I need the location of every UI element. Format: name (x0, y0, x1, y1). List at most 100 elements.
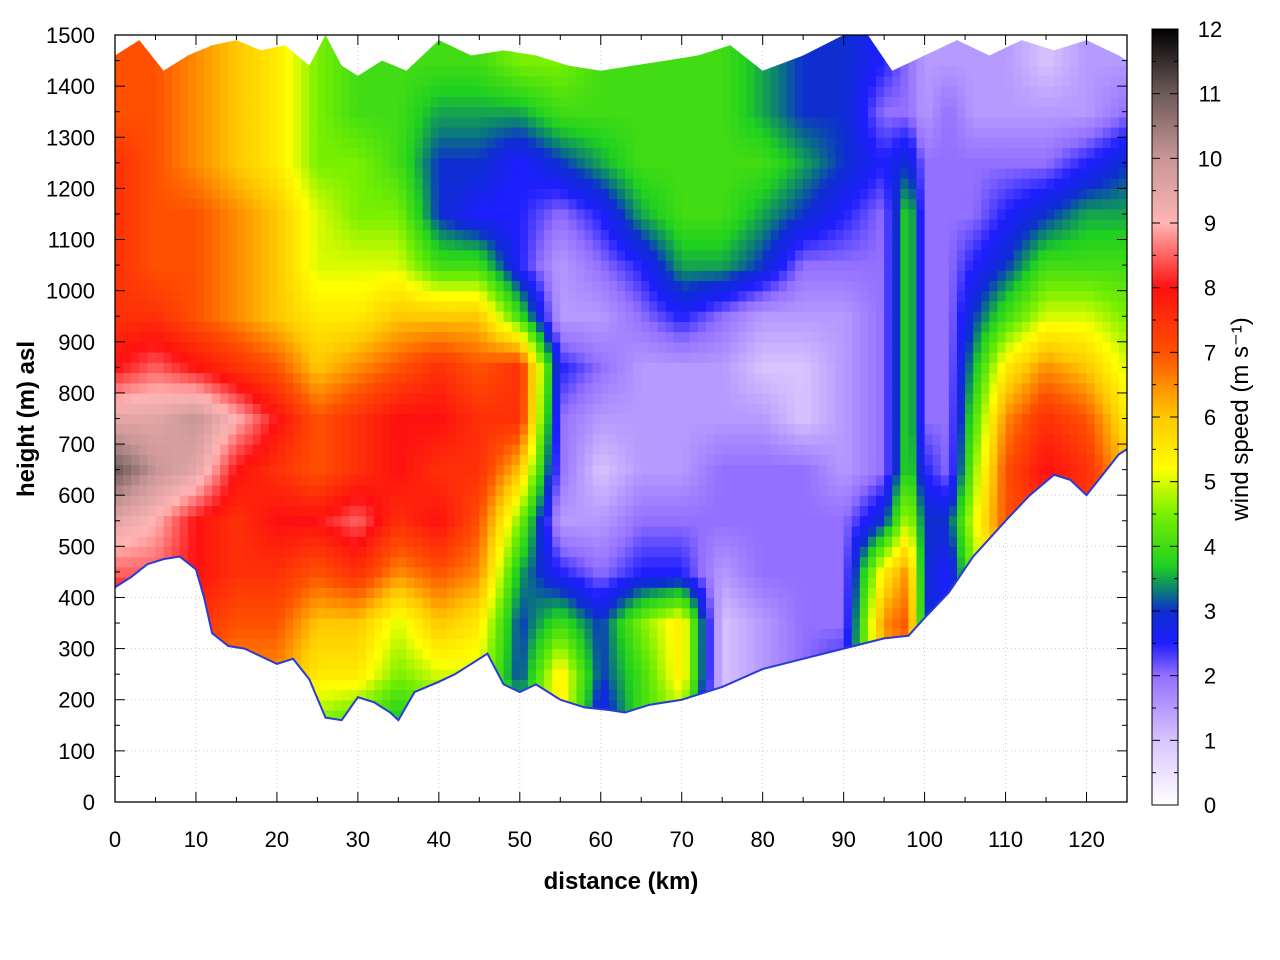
heat-cell (697, 392, 707, 404)
heat-cell (115, 546, 124, 558)
heat-cell (293, 495, 302, 507)
heat-cell (511, 546, 521, 558)
heat-cell (657, 362, 667, 374)
heat-cell (276, 219, 286, 230)
heat-cell (608, 352, 618, 363)
heat-cell (511, 484, 521, 496)
heat-cell (406, 628, 416, 639)
heat-cell (616, 127, 626, 138)
heat-cell (689, 444, 699, 455)
heat-cell (374, 219, 383, 230)
heat-cell (568, 331, 578, 343)
heat-cell (592, 679, 602, 691)
heat-cell (349, 127, 359, 138)
heat-cell (341, 546, 351, 558)
heat-cell (147, 444, 157, 455)
heat-cell (519, 577, 529, 588)
heat-cell (341, 280, 351, 292)
heat-cell (463, 607, 472, 619)
heat-cell (187, 300, 197, 312)
heat-cell (390, 423, 399, 435)
heat-cell (576, 464, 586, 476)
heat-cell (665, 352, 675, 363)
heat-cell (268, 106, 278, 118)
heat-cell (487, 167, 497, 179)
heat-cell (276, 577, 286, 588)
heat-cell (560, 546, 569, 558)
heat-cell (552, 607, 561, 619)
heat-cell (568, 311, 578, 322)
heat-cell (641, 505, 650, 517)
heat-cell (163, 219, 173, 230)
heat-cell (414, 628, 424, 639)
heat-cell (576, 321, 586, 333)
heat-cell (511, 587, 521, 599)
heat-cell (115, 96, 124, 108)
heat-cell (560, 607, 569, 619)
heat-cell (179, 362, 189, 374)
heat-cell (268, 208, 278, 220)
heat-cell (171, 127, 181, 138)
heat-cell (268, 321, 278, 333)
heat-cell (552, 454, 561, 466)
heat-cell (236, 259, 246, 271)
heat-cell (260, 433, 270, 445)
heat-cell (430, 178, 440, 189)
heat-cell (357, 577, 367, 588)
heat-cell (697, 433, 707, 445)
heat-cell (681, 638, 691, 650)
heat-cell (584, 331, 594, 343)
heat-cell (697, 597, 707, 609)
heat-cell (374, 65, 383, 77)
heat-cell (422, 270, 432, 282)
heat-cell (325, 423, 335, 435)
heat-cell (228, 617, 238, 629)
heat-cell (163, 515, 173, 527)
heat-cell (382, 566, 391, 578)
heat-cell (139, 362, 148, 374)
heat-cell (649, 628, 659, 639)
heat-cell (584, 587, 594, 599)
heat-cell (552, 127, 561, 138)
heat-cell (527, 311, 537, 322)
heat-cell (503, 239, 513, 251)
heat-cell (487, 648, 497, 660)
heat-cell (349, 86, 359, 97)
heat-cell (689, 300, 699, 312)
heat-cell (123, 75, 132, 87)
heat-cell (560, 86, 569, 97)
heat-cell (471, 352, 480, 363)
heat-cell (155, 219, 165, 230)
heat-cell (212, 55, 221, 67)
heat-cell (309, 474, 318, 486)
heat-cell (641, 669, 650, 680)
heat-cell (357, 556, 367, 568)
heat-cell (584, 403, 594, 414)
heat-cell (544, 464, 553, 476)
heat-cell (147, 96, 157, 108)
heat-cell (544, 587, 553, 599)
heat-cell (584, 679, 594, 691)
heat-cell (349, 597, 359, 609)
heat-cell (187, 137, 197, 149)
heat-cell (212, 597, 221, 609)
heat-cell (301, 116, 310, 128)
heat-cell (398, 198, 408, 210)
heat-cell (115, 433, 124, 445)
heat-cell (220, 229, 229, 241)
heat-cell (155, 444, 165, 455)
heat-cell (212, 86, 221, 97)
heat-cell (349, 403, 359, 414)
heat-cell (544, 536, 553, 547)
heat-cell (195, 249, 205, 261)
heat-cell (649, 566, 659, 578)
heat-cell (228, 86, 238, 97)
heat-cell (374, 505, 383, 517)
heat-cell (195, 147, 205, 159)
heat-cell (357, 495, 367, 507)
heat-cell (252, 45, 262, 57)
heat-cell (317, 382, 327, 394)
heat-cell (503, 137, 513, 149)
heat-cell (349, 382, 359, 394)
heat-cell (527, 444, 537, 455)
